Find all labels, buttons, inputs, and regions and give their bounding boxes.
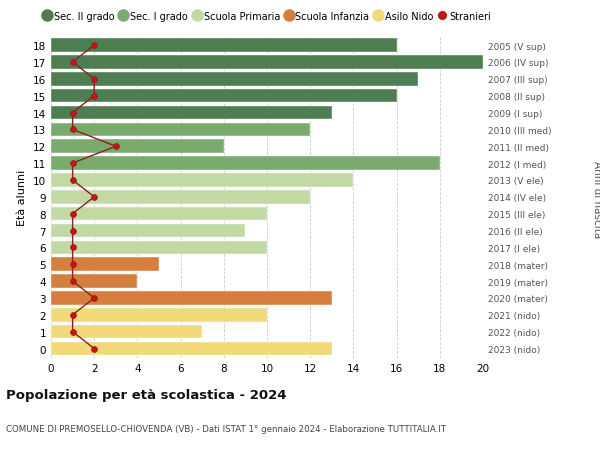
Point (89, 42, 99, 50)
Legend: Sec. II grado, Sec. I grado, Scuola Primaria, Scuola Infanzia, Asilo Nido, Stran: Sec. II grado, Sec. I grado, Scuola Prim… (40, 8, 494, 25)
Point (89, 345, 99, 353)
Bar (51, 39, 397, 53)
Bar (51, 275, 137, 288)
Point (68, 126, 77, 134)
Bar (51, 258, 159, 271)
Text: Popolazione per età scolastica - 2024: Popolazione per età scolastica - 2024 (6, 388, 287, 401)
Point (68, 59, 77, 67)
Point (68, 160, 77, 168)
Point (68, 312, 77, 319)
Point (89, 76, 99, 83)
Point (68, 278, 77, 285)
Point (68, 244, 77, 252)
Text: COMUNE DI PREMOSELLO-CHIOVENDA (VB) - Dati ISTAT 1° gennaio 2024 - Elaborazione : COMUNE DI PREMOSELLO-CHIOVENDA (VB) - Da… (6, 425, 446, 434)
Bar (51, 73, 418, 86)
Bar (51, 106, 332, 120)
Bar (51, 342, 332, 356)
Bar (51, 157, 440, 170)
Point (68, 211, 77, 218)
Bar (51, 190, 310, 204)
Bar (51, 224, 245, 238)
Point (68, 328, 77, 336)
Bar (51, 325, 202, 339)
Point (89, 93, 99, 100)
Bar (51, 241, 267, 255)
Point (68, 110, 77, 117)
Point (68, 227, 77, 235)
Bar (51, 90, 397, 103)
Point (68, 261, 77, 269)
Bar (51, 56, 483, 69)
Text: Anni di nascita: Anni di nascita (592, 161, 600, 238)
Point (89, 295, 99, 302)
Y-axis label: Età alunni: Età alunni (17, 169, 28, 225)
Bar (51, 291, 332, 305)
Point (111, 143, 121, 151)
Bar (51, 123, 310, 137)
Bar (51, 140, 224, 154)
Bar (51, 207, 267, 221)
Point (89, 194, 99, 201)
Bar (51, 174, 353, 187)
Point (68, 177, 77, 184)
Bar (51, 308, 267, 322)
